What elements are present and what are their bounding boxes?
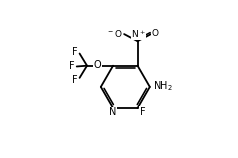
Text: N: N (109, 107, 117, 117)
Text: O: O (94, 60, 101, 70)
Text: O: O (152, 29, 159, 38)
Text: N$^+$: N$^+$ (131, 28, 146, 40)
Text: $^-$O: $^-$O (106, 28, 123, 39)
Text: F: F (69, 61, 74, 71)
Text: F: F (140, 107, 146, 117)
Text: F: F (72, 75, 78, 85)
Text: NH$_2$: NH$_2$ (153, 79, 173, 93)
Text: F: F (72, 47, 78, 57)
